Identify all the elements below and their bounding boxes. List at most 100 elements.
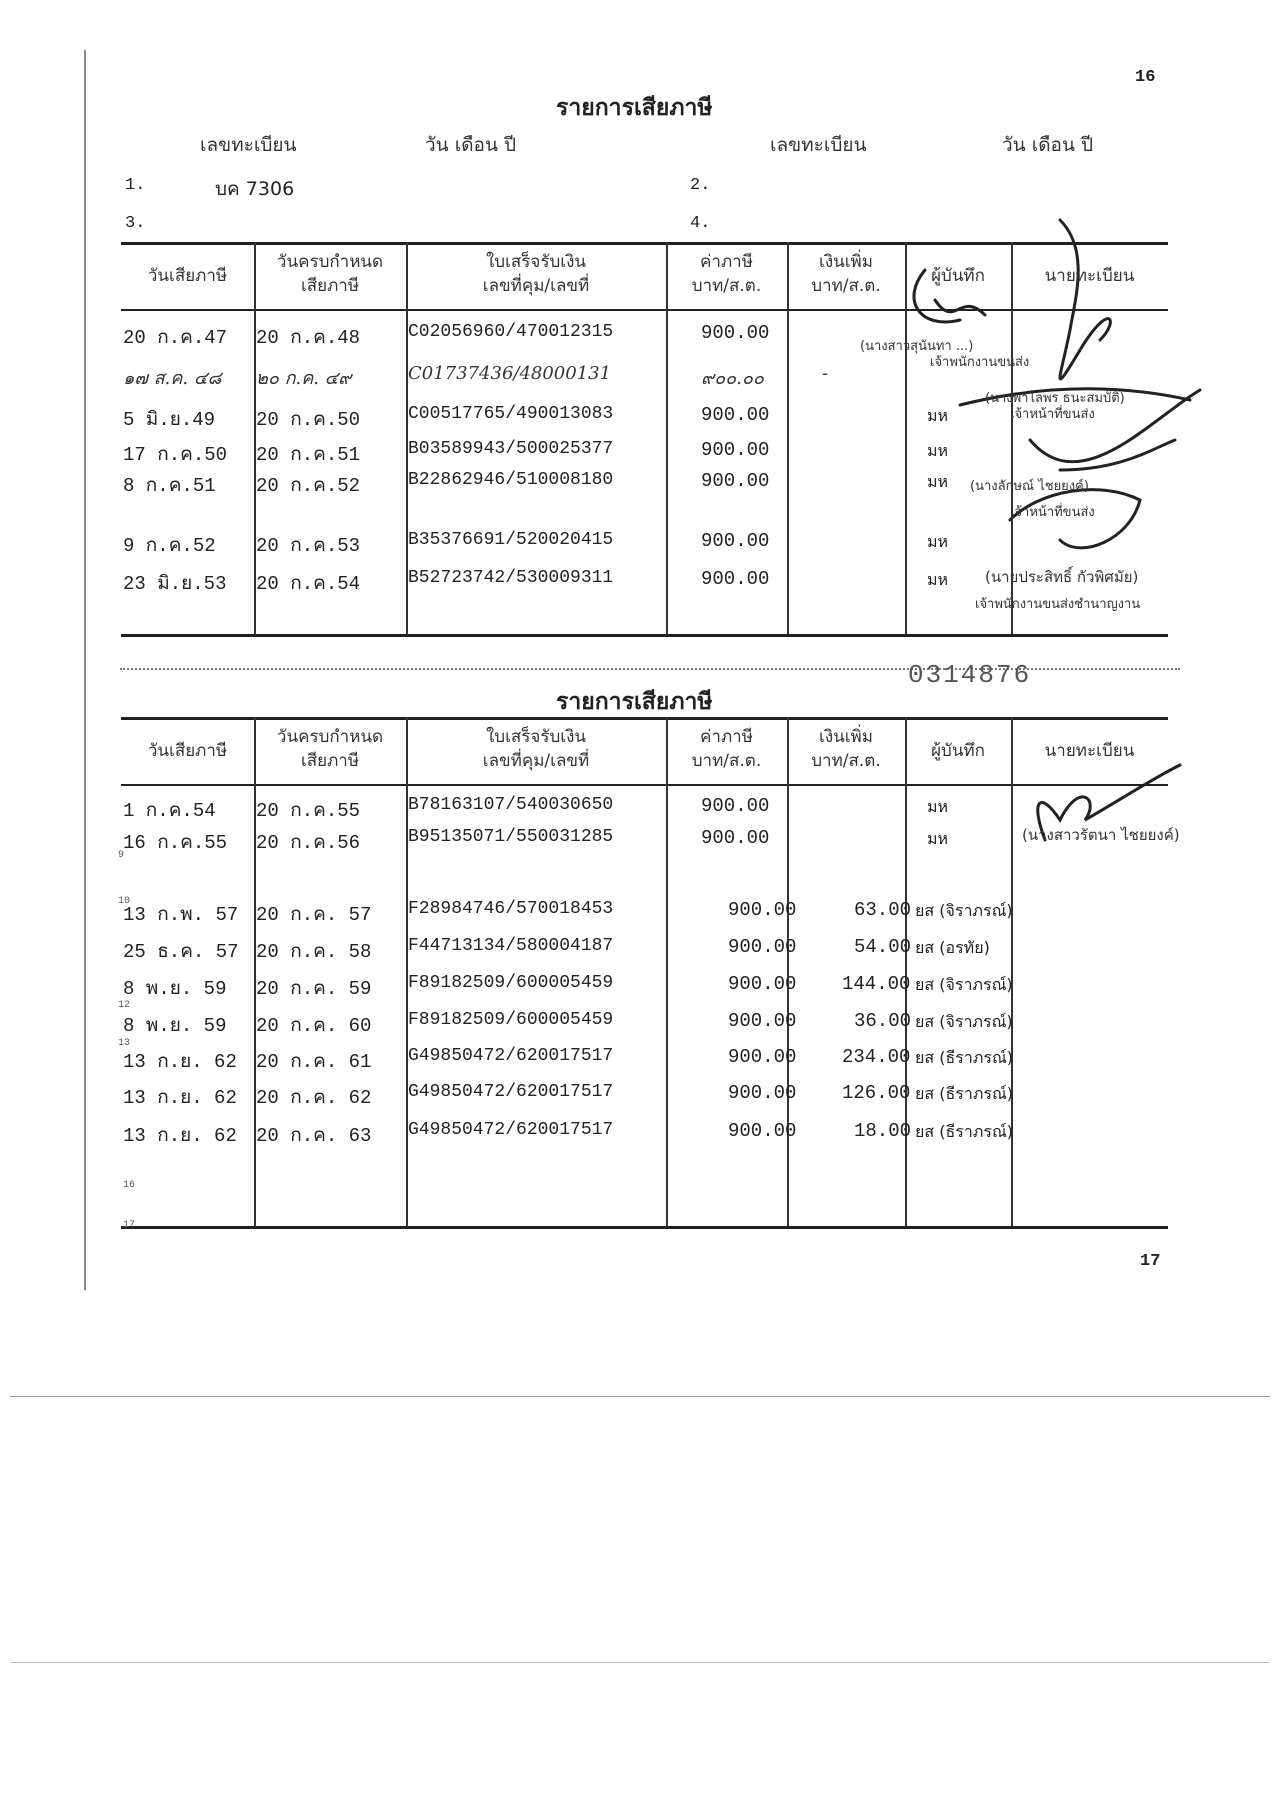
column-divider xyxy=(787,242,789,634)
column-divider xyxy=(787,717,789,1226)
cell-due-date: 20 ก.ค. 60 xyxy=(256,1015,372,1037)
column-header: วันเสียภาษี xyxy=(147,266,228,286)
column-divider xyxy=(1011,717,1013,1226)
signature-mark xyxy=(1036,763,1182,842)
cell-receipt: B22862946/510008180 xyxy=(408,470,614,490)
registrar-stamp-text: (นางพาไลพร ธนะสมบัติ) xyxy=(985,390,1125,406)
cell-due-date: ๒๐ ก.ค. ๔๙ xyxy=(256,368,352,389)
scan-edge-line xyxy=(10,1396,1270,1397)
page-number-top: 16 xyxy=(1135,68,1156,87)
column-header: ใบเสร็จรับเงิน เลขที่คุม/เลขที่ xyxy=(482,727,590,771)
column-divider xyxy=(406,242,408,634)
registrar-stamp-text: เจ้าหน้าที่ขนส่ง xyxy=(1010,405,1095,422)
cell-paid-date: 13 ก.ย. 62 xyxy=(123,1087,237,1109)
column-divider xyxy=(666,242,668,634)
signature-mark xyxy=(1058,218,1112,381)
cell-paid-date: ๑๗ ส.ค. ๔๘ xyxy=(123,368,222,389)
cell-receipt: B78163107/540030650 xyxy=(408,795,614,815)
cell-paid-date: 8 พ.ย. 59 xyxy=(123,978,227,1000)
cell-due-date: 20 ก.ค.51 xyxy=(256,444,361,466)
cell-due-date: 20 ก.ค.48 xyxy=(256,327,361,349)
column-header: ใบเสร็จรับเงิน เลขที่คุม/เลขที่ xyxy=(482,252,590,296)
cell-paid-date: 23 มิ.ย.53 xyxy=(123,573,227,595)
cell-tax: 900.00 xyxy=(701,568,770,590)
cell-recorder: มห xyxy=(927,441,949,460)
table-header-border xyxy=(121,309,1168,311)
cell-paid-date: 1 ก.ค.54 xyxy=(123,800,216,822)
cell-due-date: 20 ก.ค. 61 xyxy=(256,1051,372,1073)
column-header: วันครบกำหนด เสียภาษี xyxy=(276,727,384,771)
column-divider xyxy=(905,717,907,1226)
column-header: นายทะเบียน xyxy=(1044,266,1135,286)
cell-tax: 900.00 xyxy=(701,404,770,426)
cell-paid-date: 13 ก.ย. 62 xyxy=(123,1051,237,1073)
cell-paid-date: 17 ก.ค.50 xyxy=(123,444,228,466)
column-divider xyxy=(406,717,408,1226)
cell-receipt: C01737436/48000131 xyxy=(408,363,612,384)
cell-due-date: 20 ก.ค. 63 xyxy=(256,1125,372,1147)
cell-paid-date: 13 ก.พ. 57 xyxy=(123,904,239,926)
cell-receipt: B35376691/520020415 xyxy=(408,530,614,550)
signature-mark xyxy=(958,387,1192,407)
section2-title: รายการเสียภาษี xyxy=(556,689,713,715)
reg-index-2: 2. xyxy=(690,176,711,195)
cell-recorder: ยส (ธีราภรณ์) xyxy=(915,1122,1014,1141)
cell-paid-date: 25 ธ.ค. 57 xyxy=(123,941,239,963)
cell-due-date: 20 ก.ค.52 xyxy=(256,475,361,497)
cell-receipt: B95135071/550031285 xyxy=(408,827,614,847)
cell-receipt: C02056960/470012315 xyxy=(408,322,614,342)
cell-tax: 900.00 xyxy=(728,1082,797,1104)
cell-recorder: ยส (ธีราภรณ์) xyxy=(915,1048,1014,1067)
column-header: เงินเพิ่ม บาท/ส.ต. xyxy=(811,727,881,771)
cell-receipt: F89182509/600005459 xyxy=(408,973,614,993)
cell-surcharge: 36.00 xyxy=(854,1010,912,1032)
page-number-bottom: 17 xyxy=(1140,1252,1161,1271)
table-header-border xyxy=(121,784,1168,786)
row-number: 9 xyxy=(118,850,125,861)
cell-receipt: G49850472/620017517 xyxy=(408,1120,614,1140)
column-header: วันครบกำหนด เสียภาษี xyxy=(276,252,384,296)
reg-label-1: เลขทะเบียน xyxy=(200,134,297,156)
reg-label-2: เลขทะเบียน xyxy=(770,134,867,156)
column-header: ค่าภาษี บาท/ส.ต. xyxy=(691,727,762,771)
row-number: 16 xyxy=(123,1180,136,1191)
cell-tax: 900.00 xyxy=(728,973,797,995)
signature-mark xyxy=(1008,488,1142,550)
cell-due-date: 20 ก.ค.56 xyxy=(256,832,361,854)
column-header: ผู้บันทึก xyxy=(931,266,985,286)
cell-tax: 900.00 xyxy=(728,1120,797,1142)
divider-dashed xyxy=(120,668,1180,670)
cell-due-date: 20 ก.ค.50 xyxy=(256,409,361,431)
cell-recorder: มห xyxy=(927,570,949,589)
cell-recorder: มห xyxy=(927,532,949,551)
cell-paid-date: 9 ก.ค.52 xyxy=(123,535,216,557)
cell-tax: 900.00 xyxy=(701,530,770,552)
cell-paid-date: 8 ก.ค.51 xyxy=(123,475,216,497)
date-label-2: วัน เดือน ปี xyxy=(1002,134,1094,156)
column-divider xyxy=(1011,242,1013,634)
cell-tax: 900.00 xyxy=(728,936,797,958)
cell-tax: ๙๐๐.๐๐ xyxy=(701,368,764,389)
cell-tax: 900.00 xyxy=(728,1010,797,1032)
reg-index-3: 3. xyxy=(125,214,146,233)
cell-tax: 900.00 xyxy=(728,899,797,921)
table-top-border xyxy=(121,242,1168,245)
column-header: เงินเพิ่ม บาท/ส.ต. xyxy=(811,252,881,296)
cell-recorder: มห xyxy=(927,797,949,816)
column-divider xyxy=(666,717,668,1226)
cell-recorder: ยส (จิราภรณ์) xyxy=(915,901,1013,920)
column-header: ผู้บันทึก xyxy=(931,741,985,761)
column-header: วันเสียภาษี xyxy=(147,741,228,761)
registrar-stamp-text: (นางลักษณ์ ไชยยงค์) xyxy=(970,478,1089,494)
row-number: 17 xyxy=(123,1220,136,1231)
cell-receipt: B03589943/500025377 xyxy=(408,439,614,459)
cell-paid-date: 20 ก.ค.47 xyxy=(123,327,228,349)
cell-receipt: B52723742/530009311 xyxy=(408,568,614,588)
cell-recorder: ยส (จิราภรณ์) xyxy=(915,975,1013,994)
serial-number: 0314876 xyxy=(908,660,1032,690)
reg-index-1: 1. xyxy=(125,176,146,195)
cell-recorder: ยส (ธีราภรณ์) xyxy=(915,1084,1014,1103)
cell-receipt: G49850472/620017517 xyxy=(408,1046,614,1066)
registrar-stamp-text: เจ้าพนักงานขนส่งชำนาญงาน xyxy=(975,597,1140,612)
